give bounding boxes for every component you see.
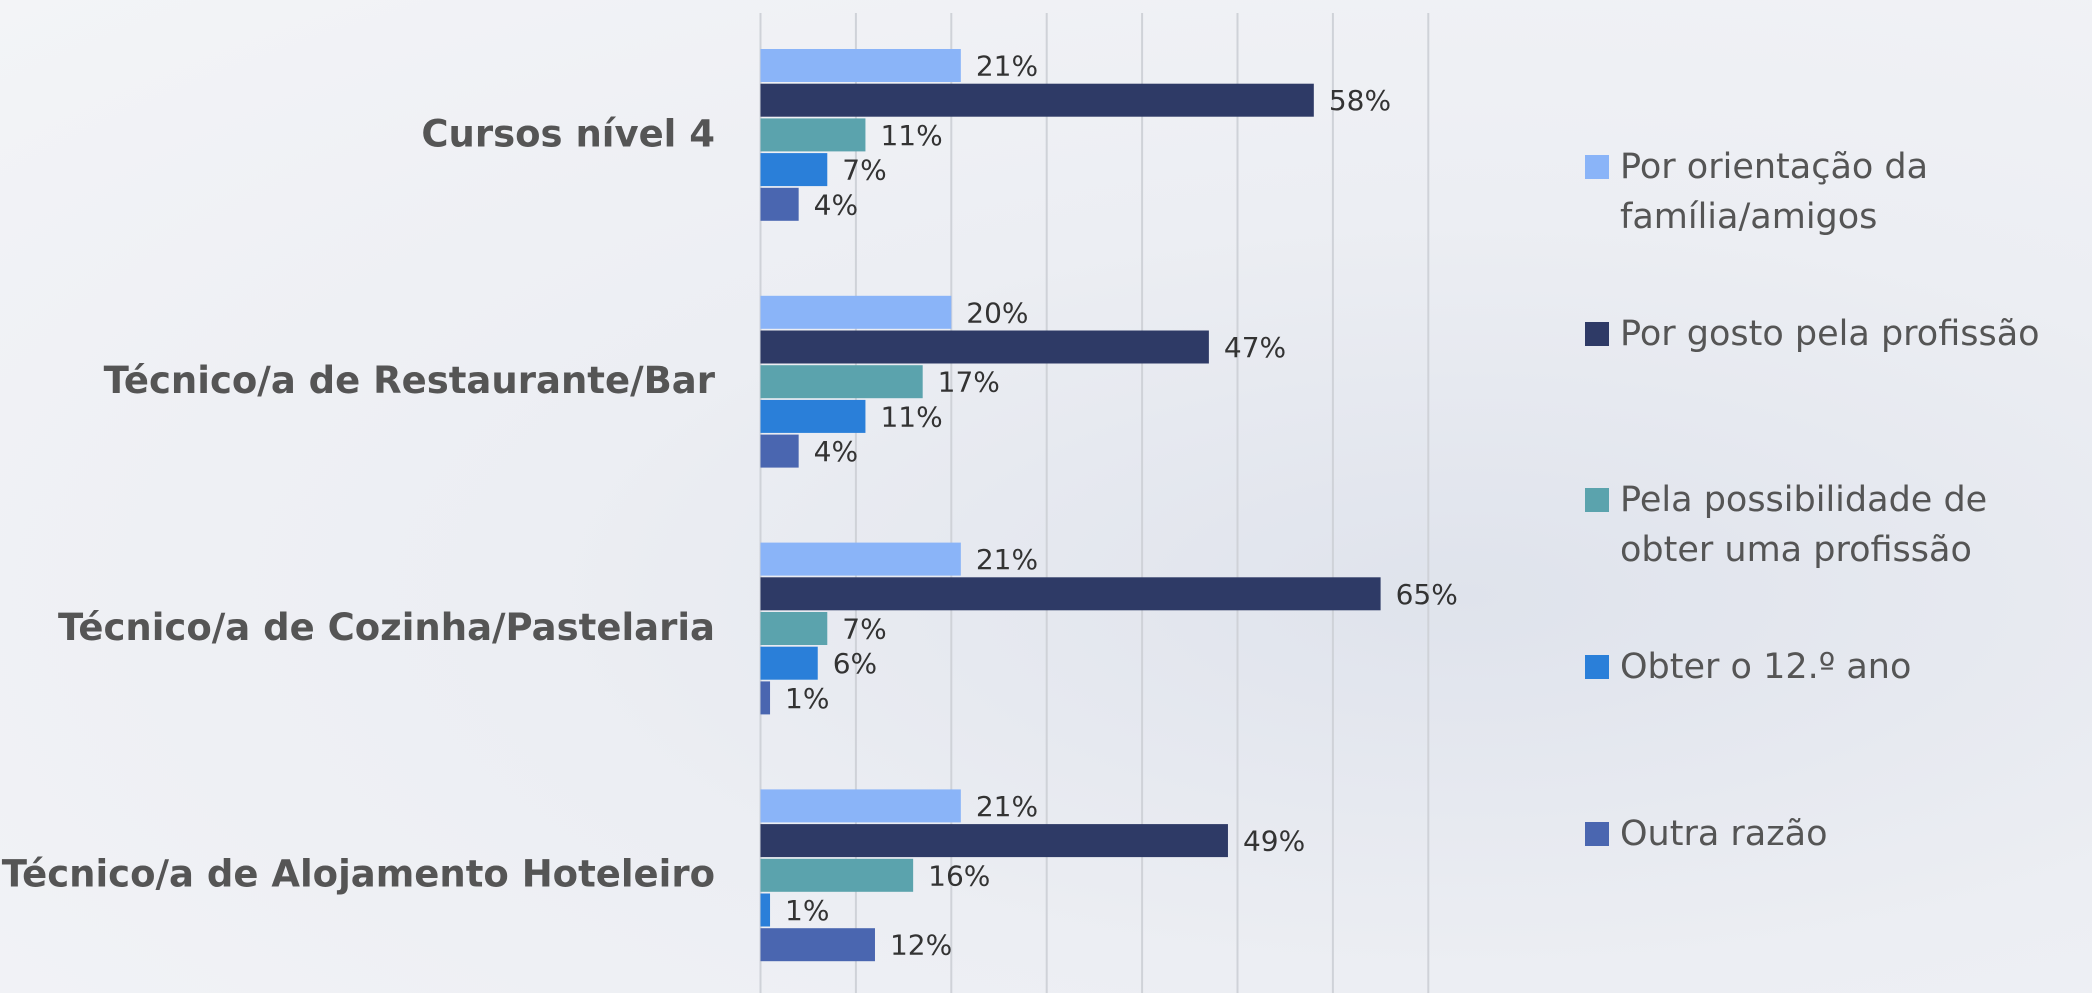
- legend-swatch: [1585, 821, 1609, 846]
- bar: [760, 49, 961, 82]
- data-label: 6%: [833, 647, 877, 680]
- legend-item: Obter o 12.º ano: [1585, 642, 2085, 692]
- bar: [760, 153, 828, 187]
- data-label: 11%: [880, 400, 942, 433]
- data-label: 47%: [1224, 331, 1286, 364]
- legend-label: Outra razão: [1620, 813, 1828, 854]
- bar: [760, 83, 1314, 117]
- bar: [760, 928, 875, 962]
- legend-label: Por gosto pela profissão: [1620, 313, 2040, 354]
- bar: [760, 612, 828, 645]
- bar: [760, 646, 818, 680]
- data-label: 1%: [785, 682, 829, 715]
- legend-label: Obter o 12.º ano: [1620, 647, 1912, 688]
- bar: [760, 681, 771, 715]
- bar: [760, 824, 1228, 858]
- legend-item: Por gosto pela profissão: [1585, 309, 2085, 359]
- data-label: 7%: [842, 154, 886, 187]
- data-label: 58%: [1329, 84, 1391, 117]
- data-label: 20%: [966, 296, 1028, 329]
- legend-label: Pela possibilidade de obter uma profissã…: [1620, 480, 1988, 571]
- category-label: Cursos nível 4: [421, 112, 715, 155]
- legend-item: Pela possibilidade de obter uma profissã…: [1585, 475, 2085, 575]
- legend-swatch: [1585, 321, 1609, 346]
- category-label: Técnico/a de Cozinha/Pastelaria: [58, 606, 715, 649]
- data-label: 1%: [785, 894, 829, 927]
- legend-swatch: [1585, 155, 1609, 179]
- legend-swatch: [1585, 488, 1609, 513]
- bar: [760, 330, 1209, 364]
- bar: [760, 399, 866, 433]
- bar: [760, 187, 799, 221]
- legend-swatch: [1585, 655, 1609, 680]
- legend-label: Por orientação da família/amigos: [1620, 147, 1929, 237]
- data-label: 21%: [976, 543, 1038, 576]
- data-label: 17%: [938, 366, 1000, 399]
- bar: [760, 893, 771, 927]
- legend-item: Outra razão: [1585, 809, 2085, 859]
- bar: [760, 118, 866, 152]
- data-label: 7%: [842, 613, 886, 646]
- bar: [760, 577, 1381, 611]
- data-label: 4%: [814, 435, 858, 468]
- bar: [760, 295, 952, 329]
- category-label: Técnico/a de Restaurante/Bar: [104, 359, 716, 402]
- data-label: 4%: [814, 188, 858, 221]
- bar: [760, 789, 961, 823]
- bar: [760, 858, 914, 892]
- legend-item: Por orientação da família/amigos: [1585, 142, 2085, 242]
- category-label: Técnico/a de Alojamento Hoteleiro: [2, 853, 715, 896]
- data-label: 21%: [976, 50, 1038, 83]
- bar: [760, 434, 799, 468]
- data-label: 49%: [1243, 825, 1305, 858]
- data-label: 12%: [890, 929, 952, 962]
- data-label: 16%: [928, 859, 990, 892]
- data-label: 11%: [880, 119, 942, 152]
- bar: [760, 365, 923, 399]
- data-label: 21%: [976, 790, 1038, 823]
- data-label: 65%: [1396, 578, 1458, 611]
- bar: [760, 542, 961, 576]
